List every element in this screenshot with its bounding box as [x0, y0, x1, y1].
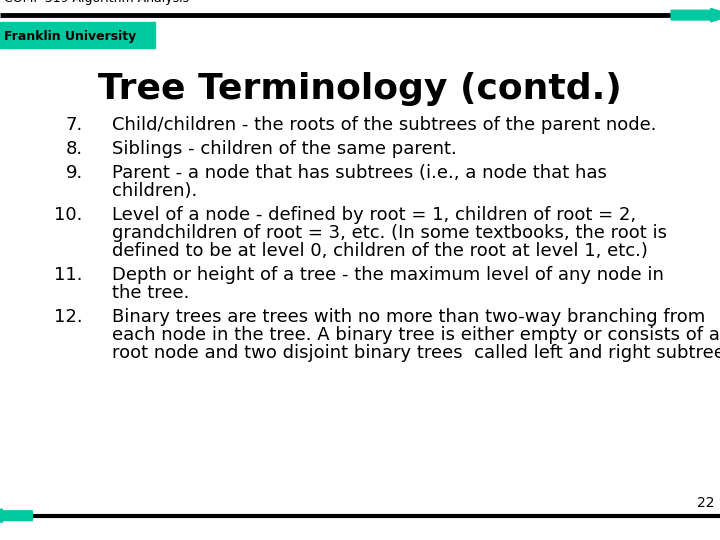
FancyArrow shape: [671, 8, 720, 22]
Text: 9.: 9.: [66, 164, 83, 182]
Text: 11.: 11.: [54, 266, 83, 284]
Text: children).: children).: [112, 182, 197, 200]
Text: grandchildren of root = 3, etc. (In some textbooks, the root is: grandchildren of root = 3, etc. (In some…: [112, 224, 667, 242]
Text: defined to be at level 0, children of the root at level 1, etc.): defined to be at level 0, children of th…: [112, 242, 647, 260]
Text: the tree.: the tree.: [112, 284, 189, 302]
Text: root node and two disjoint binary trees  called left and right subtrees.: root node and two disjoint binary trees …: [112, 344, 720, 362]
Text: 12.: 12.: [54, 308, 83, 326]
FancyArrow shape: [0, 509, 32, 522]
Text: Level of a node - defined by root = 1, children of root = 2,: Level of a node - defined by root = 1, c…: [112, 206, 636, 224]
Text: Depth or height of a tree - the maximum level of any node in: Depth or height of a tree - the maximum …: [112, 266, 663, 284]
Text: each node in the tree. A binary tree is either empty or consists of a: each node in the tree. A binary tree is …: [112, 326, 719, 344]
Text: 8.: 8.: [66, 140, 83, 158]
Text: Tree Terminology (contd.): Tree Terminology (contd.): [98, 72, 622, 106]
Text: Child/children - the roots of the subtrees of the parent node.: Child/children - the roots of the subtre…: [112, 116, 656, 134]
Text: Binary trees are trees with no more than two-way branching from: Binary trees are trees with no more than…: [112, 308, 705, 326]
Text: COMP 319 Algorithm Analysis: COMP 319 Algorithm Analysis: [4, 0, 189, 5]
Text: 22: 22: [697, 496, 714, 510]
Text: 10.: 10.: [55, 206, 83, 224]
Text: 7.: 7.: [66, 116, 83, 134]
FancyBboxPatch shape: [0, 22, 155, 48]
Text: Parent - a node that has subtrees (i.e., a node that has: Parent - a node that has subtrees (i.e.,…: [112, 164, 606, 182]
Text: Franklin University: Franklin University: [4, 30, 137, 43]
Text: Siblings - children of the same parent.: Siblings - children of the same parent.: [112, 140, 456, 158]
